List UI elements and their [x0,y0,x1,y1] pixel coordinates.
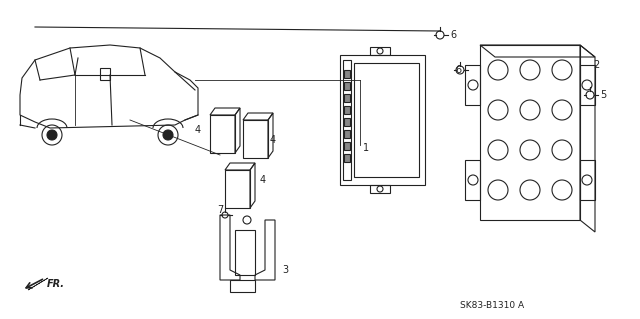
Text: 4: 4 [270,135,276,145]
Bar [344,130,350,138]
Bar [210,115,235,153]
Bar [480,45,580,220]
Circle shape [47,130,57,140]
Text: 3: 3 [282,265,288,275]
Text: 7: 7 [217,205,223,215]
Bar [580,65,595,105]
Polygon shape [28,278,48,290]
Text: 5: 5 [600,90,606,100]
Text: 6: 6 [450,30,456,40]
Bar [580,160,595,200]
Bar [344,70,350,78]
Bar [370,47,390,55]
Bar [344,118,350,126]
Text: FR.: FR. [47,279,65,289]
Bar [343,60,351,180]
Text: 1: 1 [363,143,369,153]
Bar [100,68,110,80]
Text: 2: 2 [593,60,599,70]
Bar [344,154,350,162]
Bar [344,106,350,114]
Bar [344,142,350,150]
Bar [340,55,425,185]
Bar [370,185,390,193]
Bar [230,280,255,292]
Bar [465,160,480,200]
Bar [465,65,480,105]
Text: 6: 6 [455,65,461,75]
Text: 4: 4 [195,125,201,135]
Text: SK83-B1310 A: SK83-B1310 A [460,300,524,309]
Circle shape [163,130,173,140]
Text: 4: 4 [260,175,266,185]
Bar [243,120,268,158]
Bar [344,94,350,102]
Bar [354,63,419,177]
Bar [235,230,255,275]
Bar [344,82,350,90]
Bar [225,170,250,208]
